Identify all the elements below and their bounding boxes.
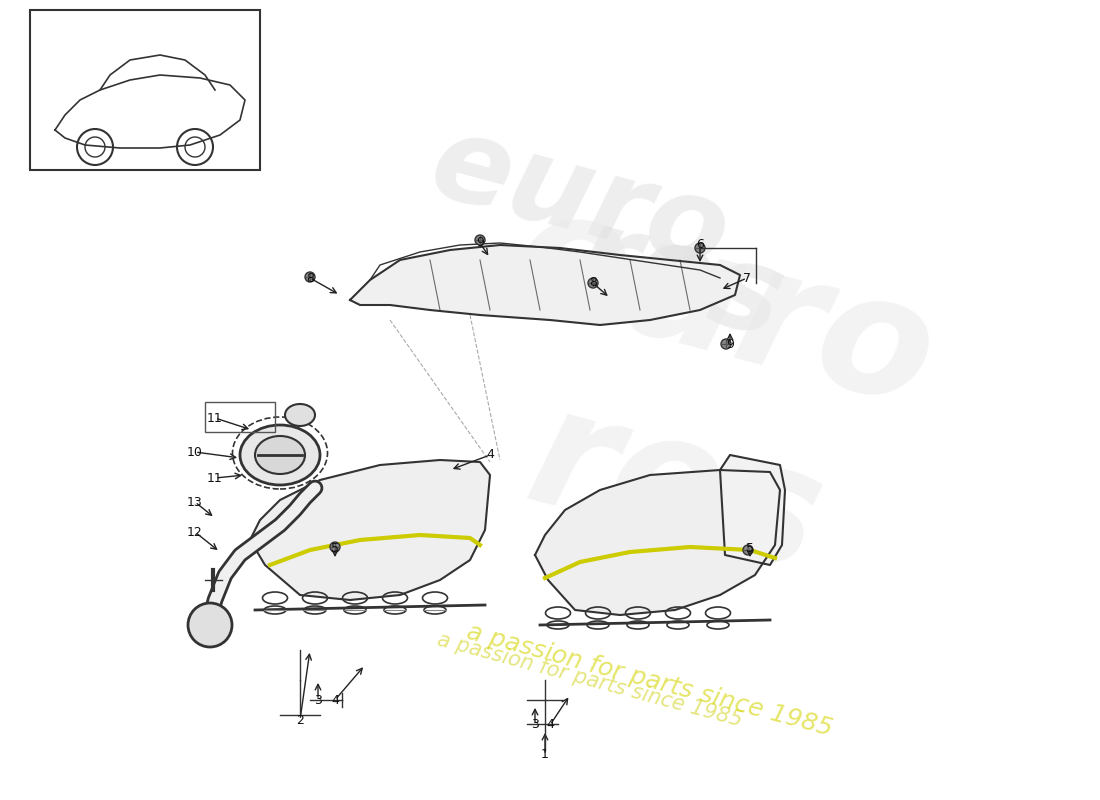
Text: euro
res: euro res: [448, 174, 953, 626]
Text: 9: 9: [476, 237, 484, 250]
Text: 4: 4: [546, 718, 554, 731]
Circle shape: [695, 243, 705, 253]
Circle shape: [720, 339, 732, 349]
Circle shape: [588, 278, 598, 288]
Text: 12: 12: [187, 526, 202, 538]
Ellipse shape: [285, 404, 315, 426]
Text: 6: 6: [696, 238, 704, 251]
Circle shape: [188, 603, 232, 647]
Polygon shape: [250, 460, 490, 600]
Text: euro: euro: [419, 105, 741, 295]
Text: 10: 10: [187, 446, 202, 458]
Circle shape: [330, 542, 340, 552]
Circle shape: [475, 235, 485, 245]
Polygon shape: [720, 455, 785, 565]
Text: 3: 3: [315, 694, 322, 706]
Circle shape: [742, 545, 754, 555]
Text: 5: 5: [331, 542, 339, 554]
Text: 9: 9: [726, 338, 734, 351]
Text: 13: 13: [187, 495, 202, 509]
Text: 11: 11: [207, 471, 223, 485]
Text: 5: 5: [746, 542, 754, 554]
Text: 4: 4: [331, 694, 339, 706]
Bar: [205, 402, 275, 432]
Text: 1: 1: [541, 749, 549, 762]
Ellipse shape: [240, 425, 320, 485]
Text: res: res: [564, 198, 795, 362]
Polygon shape: [535, 470, 780, 615]
Text: 3: 3: [531, 718, 539, 731]
Text: 8: 8: [306, 271, 313, 285]
Text: 11: 11: [207, 411, 223, 425]
Text: 2: 2: [296, 714, 304, 726]
Circle shape: [305, 272, 315, 282]
Text: a passion for parts since 1985: a passion for parts since 1985: [464, 619, 836, 741]
Text: a passion for parts since 1985: a passion for parts since 1985: [436, 630, 745, 730]
Ellipse shape: [255, 436, 305, 474]
Text: 4: 4: [486, 449, 494, 462]
Polygon shape: [350, 245, 740, 325]
Text: 8: 8: [588, 277, 597, 290]
Text: 7: 7: [742, 271, 751, 285]
Bar: [30, 10, 260, 170]
